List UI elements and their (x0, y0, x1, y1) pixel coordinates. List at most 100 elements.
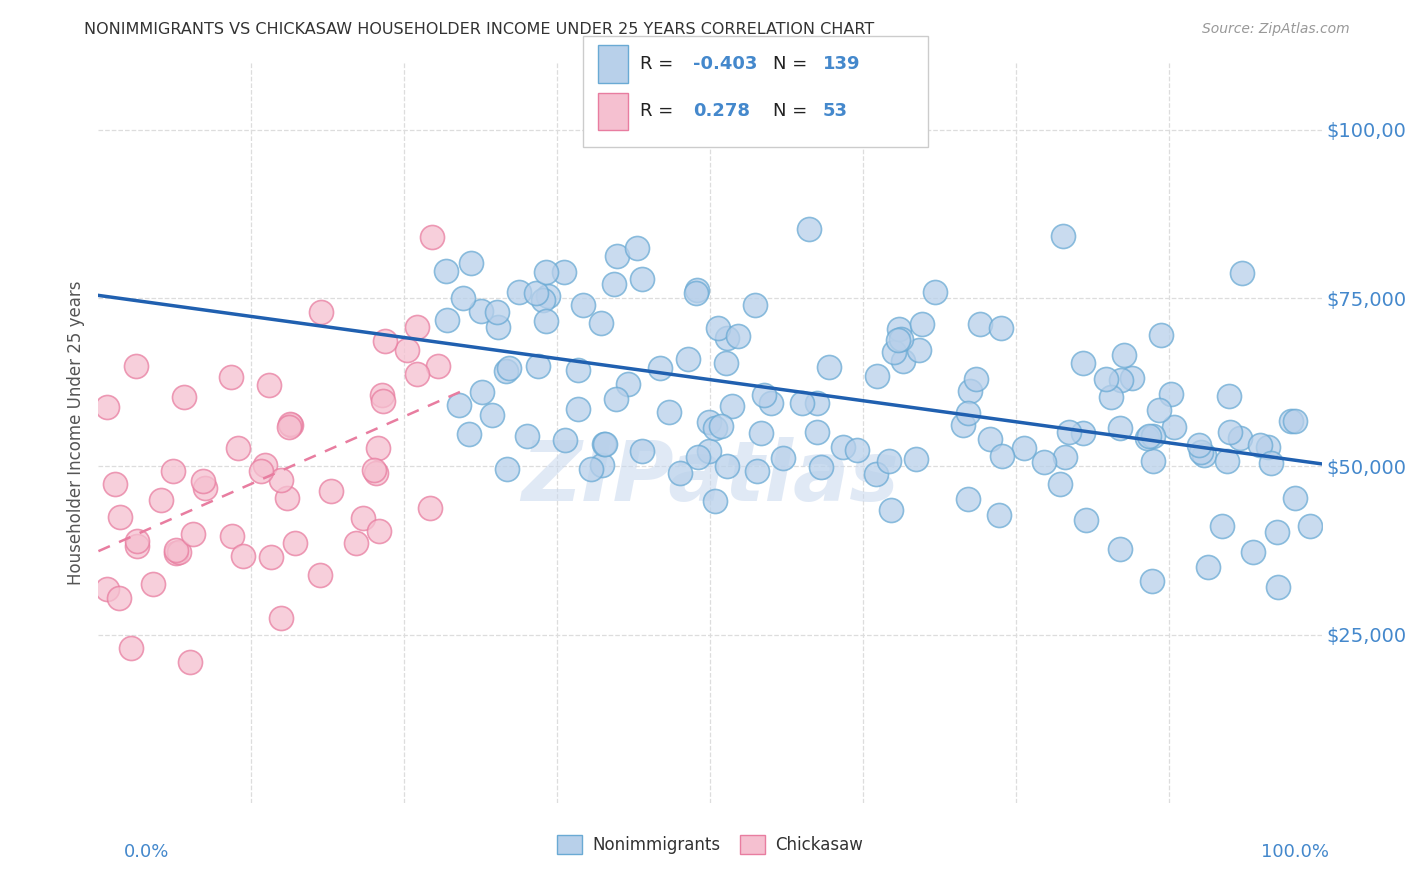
Point (697, 443, 720, 458)
Point (806, 396, 828, 410)
Point (1099, 390, 1122, 404)
Point (1188, 438, 1211, 452)
Point (688, 450, 710, 465)
Point (173, 390, 195, 404)
Point (284, 535, 307, 549)
Point (959, 384, 981, 398)
Point (887, 333, 910, 347)
Point (1014, 441, 1036, 455)
Point (710, 418, 733, 433)
Point (120, 641, 142, 656)
Point (891, 353, 914, 368)
Text: 139: 139 (823, 55, 860, 73)
Point (167, 544, 190, 558)
Point (592, 437, 614, 451)
Point (278, 419, 301, 434)
Point (866, 368, 889, 383)
Point (1265, 525, 1288, 540)
Point (1121, 371, 1143, 385)
Point (1284, 414, 1306, 428)
Legend: Nonimmigrants, Chickasaw: Nonimmigrants, Chickasaw (550, 829, 870, 861)
Point (309, 568, 332, 582)
Point (749, 425, 772, 440)
Point (366, 466, 388, 480)
Text: 100.0%: 100.0% (1261, 843, 1329, 861)
Point (1109, 373, 1132, 387)
Point (1109, 541, 1132, 556)
Point (703, 420, 725, 434)
Point (1109, 421, 1132, 435)
Text: N =: N = (773, 55, 813, 73)
Point (371, 388, 394, 402)
Point (887, 322, 910, 336)
Point (714, 356, 737, 370)
Point (311, 305, 333, 319)
Point (460, 256, 482, 270)
Point (1229, 431, 1251, 445)
Point (797, 222, 820, 236)
Point (957, 492, 980, 507)
Point (704, 493, 727, 508)
Point (537, 289, 560, 303)
Point (367, 441, 389, 455)
Point (276, 491, 298, 505)
Point (191, 474, 214, 488)
Point (232, 549, 254, 564)
Point (890, 333, 912, 347)
Point (591, 458, 613, 472)
Point (1192, 448, 1215, 462)
Point (470, 303, 492, 318)
Point (270, 611, 292, 625)
Point (127, 533, 149, 548)
Point (107, 591, 129, 605)
Point (605, 392, 627, 407)
Point (1241, 544, 1264, 558)
Point (353, 511, 375, 525)
Point (650, 361, 672, 376)
Point (965, 372, 987, 386)
Point (1142, 454, 1164, 468)
Point (495, 462, 517, 476)
Point (1284, 491, 1306, 505)
Point (260, 549, 283, 564)
Point (567, 402, 589, 417)
Point (991, 449, 1014, 463)
Point (110, 510, 132, 524)
Text: 0.278: 0.278 (693, 103, 751, 120)
Text: 53: 53 (823, 103, 848, 120)
Point (1260, 456, 1282, 470)
Point (471, 384, 494, 399)
Point (707, 320, 730, 334)
Point (1136, 431, 1159, 445)
Point (508, 285, 530, 299)
Point (1112, 349, 1135, 363)
Text: N =: N = (773, 103, 813, 120)
Point (772, 451, 794, 466)
Point (406, 319, 429, 334)
Point (1074, 513, 1097, 527)
Point (419, 501, 441, 516)
Point (96, 400, 118, 414)
Point (221, 369, 243, 384)
Point (589, 316, 612, 330)
Point (956, 406, 979, 420)
Point (883, 345, 905, 359)
Point (457, 427, 479, 442)
Point (1140, 574, 1163, 589)
Point (481, 408, 503, 422)
Point (745, 464, 768, 478)
Point (395, 343, 418, 357)
Point (685, 286, 707, 301)
Point (1218, 389, 1240, 403)
Point (806, 425, 828, 439)
Point (447, 398, 470, 412)
Point (96, 582, 118, 596)
Text: -0.403: -0.403 (693, 55, 758, 73)
Point (162, 464, 184, 478)
Point (280, 417, 302, 432)
Point (1071, 426, 1094, 441)
Point (531, 293, 554, 308)
Point (911, 317, 934, 331)
Point (602, 277, 624, 291)
Point (697, 415, 720, 429)
